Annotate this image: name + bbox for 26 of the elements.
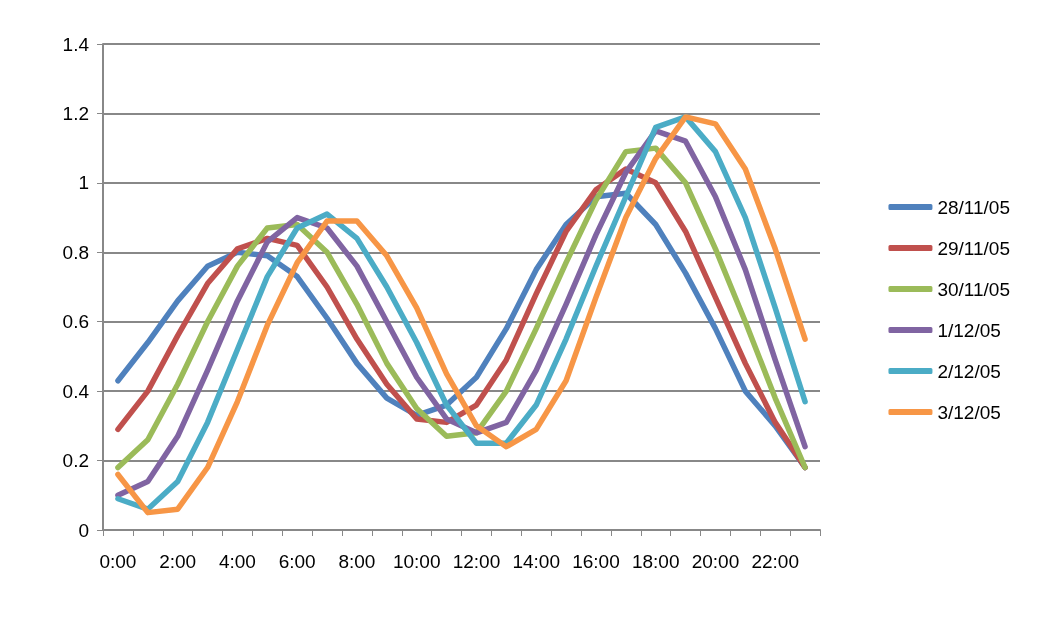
y-tick-label: 1.2	[62, 102, 89, 124]
y-tick-label: 0.4	[62, 380, 90, 402]
y-tick-label: 0.6	[62, 311, 89, 333]
legend-label: 29/11/05	[937, 237, 1011, 259]
y-tick-label: 1.4	[62, 33, 90, 55]
x-tick-label: 8:00	[338, 551, 376, 572]
legend-label: 28/11/05	[937, 196, 1011, 218]
legend-label: 2/12/05	[937, 360, 1001, 382]
legend-label: 3/12/05	[937, 401, 1001, 423]
legend-label: 1/12/05	[937, 319, 1001, 341]
x-tick-label: 20:00	[691, 551, 740, 572]
x-tick-label: 16:00	[572, 551, 620, 572]
x-tick-label: 10:00	[392, 551, 441, 572]
x-tick-label: 0:00	[99, 551, 137, 572]
x-tick-label: 22:00	[751, 551, 799, 572]
x-tick-label: 14:00	[512, 551, 560, 572]
x-tick-label: 6:00	[278, 551, 316, 572]
y-tick-label: 0.8	[62, 241, 89, 263]
x-tick-label: 2:00	[159, 551, 197, 572]
y-tick-label: 1	[78, 172, 89, 194]
x-tick-label: 12:00	[452, 551, 501, 572]
legend-label: 30/11/05	[937, 278, 1011, 300]
x-tick-label: 4:00	[218, 551, 256, 572]
x-tick-label: 18:00	[631, 551, 680, 572]
y-tick-label: 0	[78, 519, 89, 541]
y-tick-label: 0.2	[62, 450, 89, 472]
